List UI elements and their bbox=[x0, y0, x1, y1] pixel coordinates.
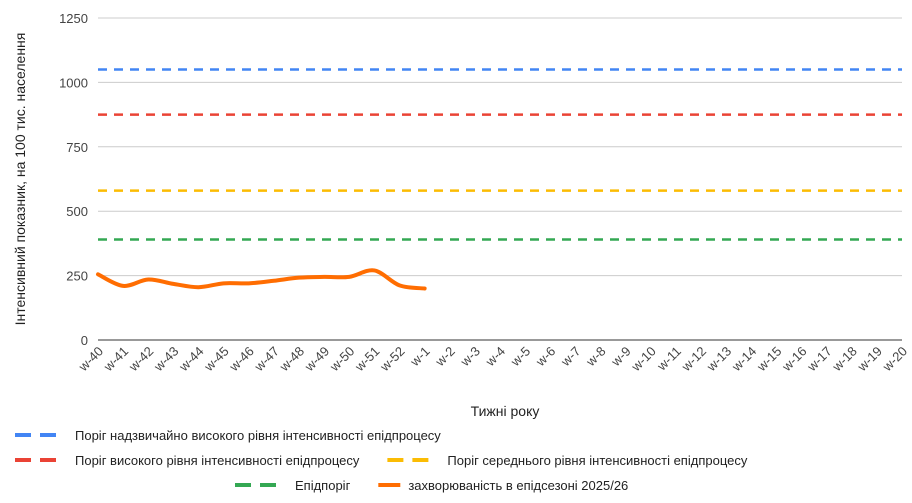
x-tick-label: w-46 bbox=[226, 344, 257, 375]
legend-label: Епідпоріг bbox=[295, 478, 351, 493]
x-tick-label: w-12 bbox=[678, 344, 709, 375]
x-tick-label: w-16 bbox=[778, 344, 809, 375]
x-tick-label: w-15 bbox=[753, 344, 784, 375]
x-tick-label: w-1 bbox=[407, 344, 433, 370]
x-axis-title: Тижні року bbox=[471, 403, 540, 419]
y-tick-label: 0 bbox=[81, 333, 88, 348]
legend-label: Поріг середнього рівня інтенсивності епі… bbox=[447, 453, 747, 468]
x-tick-label: w-48 bbox=[276, 344, 307, 375]
x-tick-label: w-51 bbox=[351, 344, 382, 375]
x-tick-label: w-13 bbox=[703, 344, 734, 375]
x-tick-label: w-10 bbox=[628, 344, 659, 375]
legend-item: Поріг надзвичайно високого рівня інтенси… bbox=[15, 428, 441, 443]
y-axis-title: Інтенсивний показник, на 100 тис. населе… bbox=[12, 33, 28, 326]
x-tick-label: w-17 bbox=[804, 344, 835, 375]
x-tick-label: w-4 bbox=[482, 344, 508, 370]
y-axis-ticks: 0 250 500 750 1000 1250 bbox=[59, 11, 88, 348]
legend-item: Поріг високого рівня інтенсивності епідп… bbox=[15, 453, 360, 468]
legend-item: Епідпоріг bbox=[235, 478, 351, 493]
x-tick-label: w-18 bbox=[829, 344, 860, 375]
x-tick-label: w-2 bbox=[432, 344, 458, 370]
x-axis-ticks: w-40w-41w-42w-43w-44w-45w-46w-47w-48w-49… bbox=[75, 344, 910, 375]
x-tick-label: w-3 bbox=[457, 344, 483, 370]
incidence-line bbox=[96, 268, 427, 291]
x-tick-label: w-52 bbox=[376, 344, 407, 375]
y-tick-label: 750 bbox=[66, 140, 88, 155]
x-tick-label: w-43 bbox=[150, 344, 181, 375]
x-tick-label: w-47 bbox=[251, 344, 282, 375]
legend: Поріг надзвичайно високого рівня інтенси… bbox=[15, 428, 748, 493]
legend-label: захворюваність в епідсезоні 2025/26 bbox=[408, 478, 628, 493]
x-tick-label: w-41 bbox=[100, 344, 131, 375]
y-tick-label: 500 bbox=[66, 204, 88, 219]
x-tick-label: w-20 bbox=[879, 344, 910, 375]
x-tick-label: w-19 bbox=[854, 344, 885, 375]
legend-item: Поріг середнього рівня інтенсивності епі… bbox=[387, 453, 748, 468]
legend-label: Поріг високого рівня інтенсивності епідп… bbox=[75, 453, 360, 468]
x-tick-label: w-42 bbox=[125, 344, 156, 375]
series-lines bbox=[96, 68, 902, 291]
x-tick-label: w-14 bbox=[728, 344, 759, 375]
x-tick-label: w-49 bbox=[301, 344, 332, 375]
x-tick-label: w-44 bbox=[175, 344, 206, 375]
x-tick-label: w-7 bbox=[557, 344, 583, 370]
x-tick-label: w-8 bbox=[582, 344, 608, 370]
x-tick-label: w-5 bbox=[507, 344, 533, 370]
x-tick-label: w-11 bbox=[653, 344, 684, 375]
gridlines bbox=[98, 17, 902, 341]
y-tick-label: 250 bbox=[66, 269, 88, 284]
x-tick-label: w-45 bbox=[201, 344, 232, 375]
legend-label: Поріг надзвичайно високого рівня інтенси… bbox=[75, 428, 441, 443]
y-tick-label: 1000 bbox=[59, 75, 88, 90]
x-tick-label: w-40 bbox=[75, 344, 106, 375]
y-tick-label: 1250 bbox=[59, 11, 88, 26]
x-tick-label: w-6 bbox=[532, 344, 558, 370]
legend-item: захворюваність в епідсезоні 2025/26 bbox=[378, 478, 628, 493]
x-tick-label: w-50 bbox=[326, 344, 357, 375]
